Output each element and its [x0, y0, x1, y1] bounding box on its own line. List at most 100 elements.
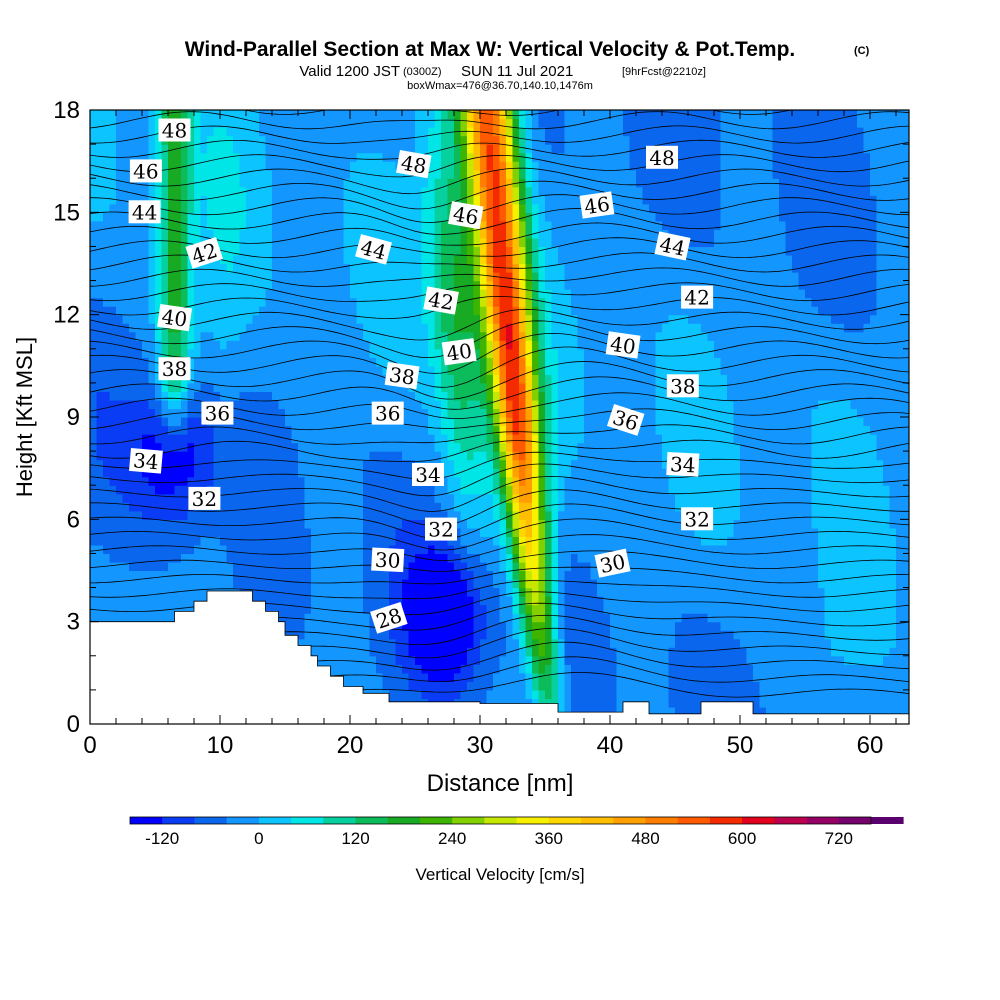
- velocity-cell: [369, 135, 377, 145]
- velocity-cell: [272, 357, 280, 367]
- velocity-cell: [239, 306, 247, 316]
- velocity-cell: [265, 314, 273, 324]
- velocity-cell: [304, 434, 312, 444]
- velocity-cell: [324, 468, 332, 478]
- velocity-cell: [252, 434, 260, 444]
- velocity-cell: [298, 459, 306, 469]
- velocity-cell: [109, 144, 117, 154]
- velocity-cell: [343, 468, 351, 478]
- velocity-cell: [252, 510, 260, 520]
- velocity-cell: [460, 297, 468, 307]
- velocity-cell: [350, 536, 358, 546]
- velocity-cell: [382, 229, 390, 239]
- velocity-cell: [161, 570, 169, 580]
- velocity-cell: [226, 459, 234, 469]
- velocity-cell: [233, 272, 241, 282]
- velocity-cell: [285, 459, 293, 469]
- velocity-cell: [499, 272, 507, 282]
- velocity-cell: [434, 510, 442, 520]
- velocity-cell: [525, 672, 533, 682]
- velocity-cell: [506, 664, 514, 674]
- velocity-cell: [213, 434, 221, 444]
- velocity-cell: [142, 604, 150, 614]
- velocity-cell: [135, 246, 143, 256]
- velocity-cell: [506, 672, 514, 682]
- velocity-cell: [441, 579, 449, 589]
- velocity-cell: [116, 254, 124, 265]
- velocity-cell: [324, 314, 332, 324]
- velocity-cell: [298, 493, 306, 503]
- velocity-cell: [499, 425, 507, 435]
- velocity-cell: [129, 144, 137, 154]
- velocity-cell: [220, 118, 228, 128]
- velocity-cell: [168, 579, 176, 589]
- velocity-cell: [350, 442, 358, 452]
- velocity-cell: [116, 451, 124, 461]
- velocity-cell: [415, 212, 423, 222]
- velocity-cell: [122, 613, 130, 623]
- velocity-cell: [538, 698, 546, 708]
- velocity-cell: [148, 493, 156, 503]
- velocity-cell: [233, 254, 241, 265]
- velocity-cell: [512, 434, 520, 444]
- velocity-cell: [428, 681, 436, 691]
- velocity-cell: [168, 203, 176, 213]
- velocity-cell: [213, 425, 221, 435]
- velocity-cell: [415, 587, 423, 597]
- velocity-cell: [428, 144, 436, 154]
- velocity-cell: [350, 408, 358, 418]
- velocity-cell: [473, 186, 481, 196]
- velocity-cell: [285, 263, 293, 273]
- velocity-cell: [265, 212, 273, 222]
- velocity-cell: [200, 220, 208, 230]
- velocity-cell: [135, 604, 143, 614]
- velocity-cell: [389, 152, 397, 162]
- velocity-cell: [200, 161, 208, 171]
- velocity-cell: [408, 442, 416, 452]
- velocity-cell: [291, 536, 299, 546]
- velocity-cell: [363, 263, 371, 273]
- velocity-cell: [291, 365, 299, 375]
- velocity-cell: [369, 391, 377, 401]
- velocity-cell: [532, 510, 540, 520]
- velocity-cell: [304, 544, 312, 555]
- velocity-cell: [512, 621, 520, 631]
- velocity-cell: [148, 280, 156, 290]
- velocity-cell: [317, 127, 325, 137]
- velocity-cell: [142, 254, 150, 265]
- velocity-cell: [200, 314, 208, 324]
- velocity-cell: [473, 689, 481, 700]
- velocity-cell: [265, 135, 273, 145]
- velocity-cell: [298, 451, 306, 461]
- velocity-cell: [298, 272, 306, 282]
- velocity-cell: [454, 664, 462, 674]
- velocity-cell: [239, 493, 247, 503]
- velocity-cell: [298, 178, 306, 188]
- velocity-cell: [194, 527, 202, 537]
- velocity-cell: [434, 212, 442, 222]
- velocity-cell: [473, 613, 481, 623]
- velocity-cell: [207, 306, 215, 316]
- velocity-cell: [246, 169, 254, 179]
- velocity-cell: [155, 340, 163, 350]
- velocity-cell: [382, 127, 390, 137]
- velocity-cell: [408, 237, 416, 248]
- velocity-cell: [207, 434, 215, 444]
- velocity-cell: [382, 161, 390, 171]
- velocity-cell: [532, 280, 540, 290]
- velocity-cell: [135, 178, 143, 188]
- velocity-cell: [460, 152, 468, 162]
- velocity-cell: [480, 527, 488, 537]
- velocity-cell: [181, 510, 189, 520]
- velocity-cell: [363, 527, 371, 537]
- velocity-cell: [519, 630, 527, 640]
- velocity-cell: [272, 425, 280, 435]
- velocity-cell: [148, 272, 156, 282]
- velocity-cell: [330, 502, 338, 512]
- velocity-cell: [161, 536, 169, 546]
- velocity-cell: [434, 536, 442, 546]
- velocity-cell: [415, 672, 423, 682]
- velocity-cell: [200, 289, 208, 299]
- velocity-cell: [96, 468, 104, 478]
- velocity-cell: [155, 553, 163, 563]
